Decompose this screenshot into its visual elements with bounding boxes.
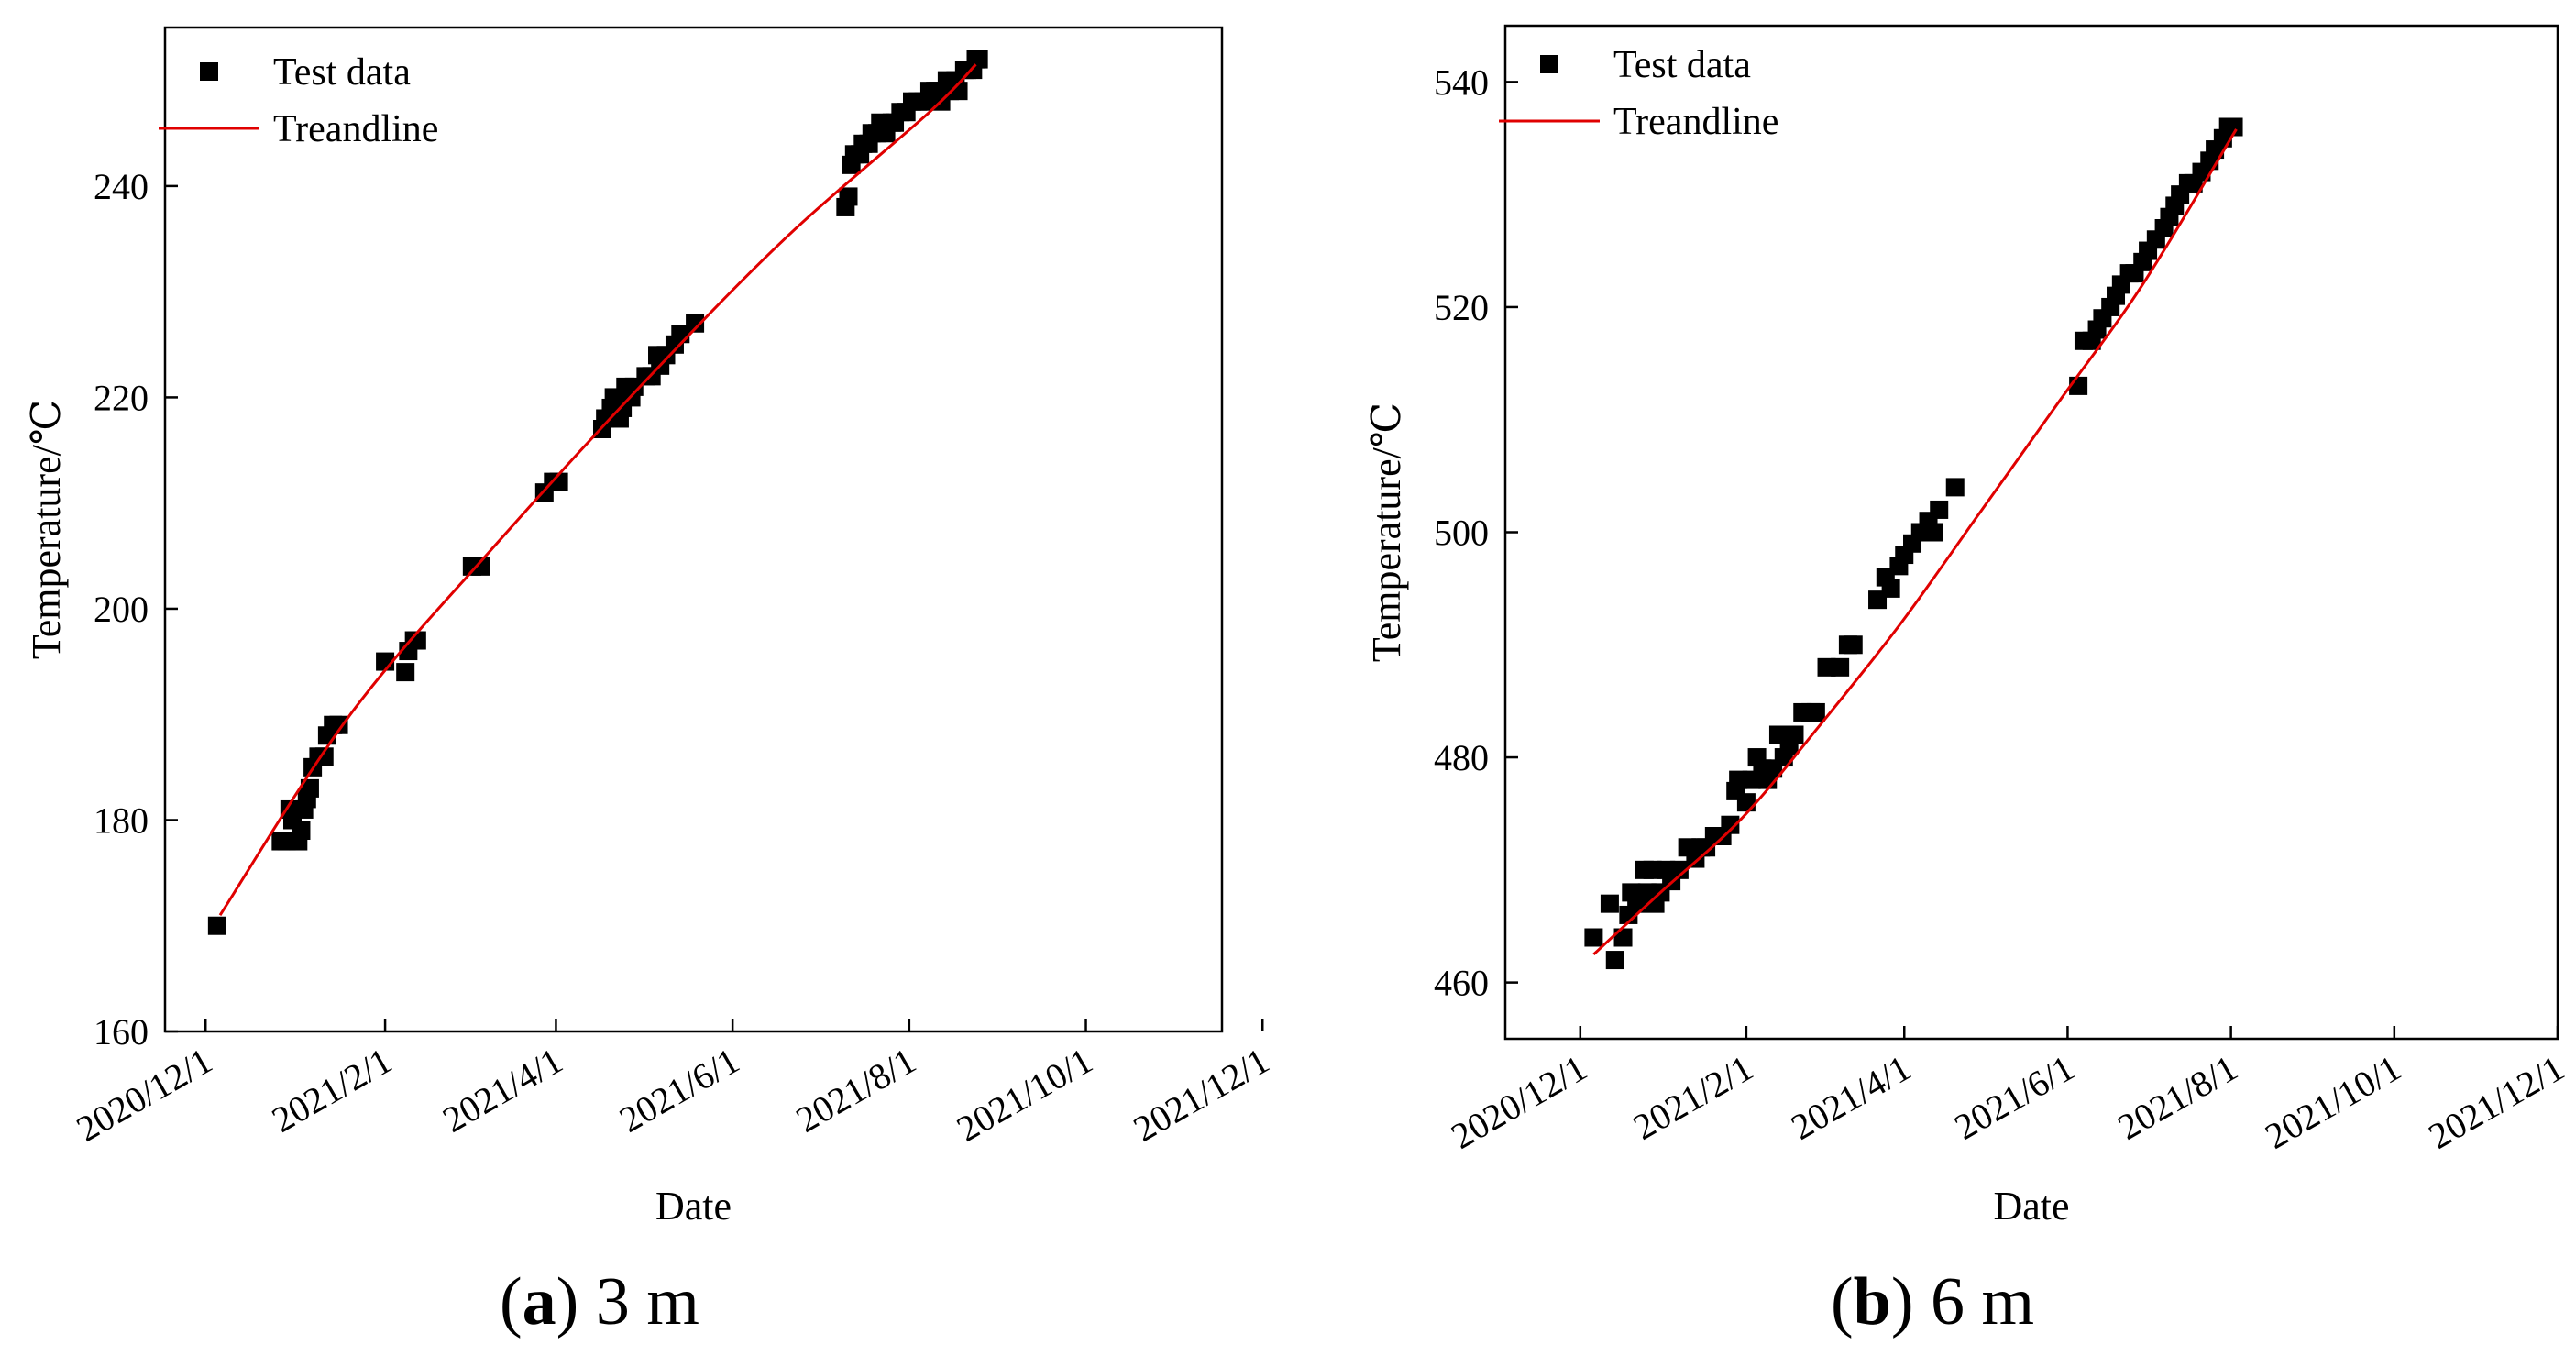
data-point bbox=[1584, 928, 1603, 947]
data-point bbox=[2224, 117, 2243, 137]
data-point bbox=[1924, 523, 1943, 542]
y-tick-label: 480 bbox=[1434, 737, 1489, 778]
data-point bbox=[329, 715, 348, 734]
y-tick-label: 240 bbox=[94, 166, 149, 207]
data-point bbox=[1613, 928, 1633, 947]
data-point bbox=[969, 50, 988, 69]
chart-a-plot: 160 180 200 220 240 2020/12/1 2021/2/1 2021/4/1… bbox=[24, 26, 1276, 1229]
data-point bbox=[407, 631, 426, 650]
data-point bbox=[1721, 815, 1740, 834]
data-point bbox=[1669, 860, 1689, 879]
x-tick-label: 2021/4/1 bbox=[1784, 1047, 1918, 1148]
data-point bbox=[1945, 478, 1965, 497]
data-point bbox=[292, 821, 311, 840]
x-axis-label: Date bbox=[1993, 1184, 2069, 1229]
chart-b-caption: (b) 6 m bbox=[1831, 1264, 2035, 1339]
data-point bbox=[1844, 635, 1863, 655]
data-point bbox=[1785, 725, 1804, 744]
legend-label-test-data: Test data bbox=[273, 51, 411, 94]
y-tick-label: 460 bbox=[1434, 963, 1489, 1004]
x-tick-label: 2021/6/1 bbox=[1947, 1047, 2081, 1148]
data-point bbox=[300, 778, 319, 798]
data-point bbox=[1881, 579, 1900, 598]
data-point bbox=[1600, 894, 1619, 913]
y-tick-label: 180 bbox=[94, 799, 149, 841]
x-tick-label: 2021/6/1 bbox=[612, 1040, 746, 1141]
trendline bbox=[1592, 128, 2238, 956]
y-tick-label: 500 bbox=[1434, 513, 1489, 554]
x-tick-label: 2021/12/1 bbox=[1127, 1040, 1276, 1150]
x-tick-label: 2021/12/1 bbox=[2422, 1047, 2571, 1157]
y-tick-label: 160 bbox=[94, 1011, 149, 1053]
data-point bbox=[949, 82, 968, 101]
y-tick-label: 220 bbox=[94, 377, 149, 418]
data-point bbox=[1831, 657, 1850, 677]
data-point bbox=[1736, 793, 1756, 812]
plot-frame bbox=[163, 26, 1224, 1033]
x-tick-label: 2021/4/1 bbox=[435, 1040, 569, 1141]
chart-a-caption: (a) 3 m bbox=[500, 1264, 699, 1339]
legend-marker-test-data bbox=[1540, 55, 1558, 73]
data-point bbox=[1605, 951, 1624, 970]
x-tick-label: 2021/2/1 bbox=[1626, 1047, 1760, 1148]
legend-marker-test-data bbox=[200, 62, 218, 81]
y-axis-label: Temperature/℃ bbox=[1364, 402, 1409, 662]
trendline bbox=[218, 63, 977, 917]
legend-label-test-data: Test data bbox=[1613, 44, 1751, 86]
data-point bbox=[1806, 702, 1825, 722]
y-tick-label: 540 bbox=[1434, 61, 1489, 103]
x-tick-label: 2021/2/1 bbox=[265, 1040, 399, 1141]
legend-label-trendline: Treandline bbox=[273, 108, 438, 150]
panel-a: 160 180 200 220 240 2020/12/1 2021/2/1 2021/4/1… bbox=[24, 26, 1276, 1339]
data-point bbox=[396, 663, 415, 682]
x-axis-label: Date bbox=[655, 1184, 732, 1229]
x-tick-label: 2021/8/1 bbox=[789, 1040, 923, 1141]
data-point bbox=[839, 187, 858, 206]
data-point bbox=[207, 916, 226, 935]
y-axis-label: Temperature/℃ bbox=[24, 400, 69, 659]
data-point bbox=[686, 314, 705, 333]
data-point bbox=[471, 557, 490, 576]
x-tick-label: 2021/10/1 bbox=[950, 1040, 1099, 1150]
x-tick-label: 2020/12/1 bbox=[70, 1040, 219, 1150]
chart-b-plot: 460 480 500 520 540 2020/12/1 2021/2/1 2021/4/1… bbox=[1364, 24, 2571, 1229]
panel-b: 460 480 500 520 540 2020/12/1 2021/2/1 2021/4/1… bbox=[1288, 0, 2576, 1367]
x-tick-label: 2021/8/1 bbox=[2110, 1047, 2244, 1148]
data-point bbox=[314, 747, 334, 766]
x-tick-label: 2021/10/1 bbox=[2258, 1047, 2407, 1157]
y-tick-label: 520 bbox=[1434, 287, 1489, 328]
legend-label-trendline: Treandline bbox=[1613, 101, 1778, 143]
y-tick-label: 200 bbox=[94, 589, 149, 630]
x-tick-label: 2020/12/1 bbox=[1444, 1047, 1593, 1157]
data-point bbox=[1930, 500, 1949, 519]
